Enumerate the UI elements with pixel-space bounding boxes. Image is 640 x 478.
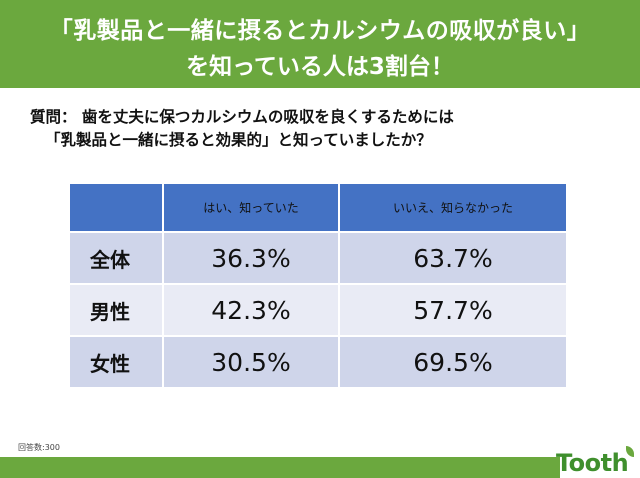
footer-bar xyxy=(0,457,560,478)
title-line-2: を知っている人は3割台！ xyxy=(186,54,454,80)
header-no: いいえ、知らなかった xyxy=(338,182,568,233)
results-table: はい、知っていた いいえ、知らなかった 全体 36.3% 63.7% 男性 42… xyxy=(68,182,568,389)
no-percent: 69.5% xyxy=(338,335,568,389)
table-row-female: 女性 30.5% 69.5% xyxy=(68,335,568,389)
title-line-1: 「乳製品と一緒に摂るとカルシウムの吸収が良い」 xyxy=(49,18,591,44)
leaf-icon xyxy=(626,446,635,457)
title-banner: 「乳製品と一緒に摂るとカルシウムの吸収が良い」 を知っている人は3割台！ xyxy=(0,0,640,88)
table-header-row: はい、知っていた いいえ、知らなかった xyxy=(68,182,568,233)
header-blank xyxy=(68,182,164,233)
respondent-count: 回答数:300 xyxy=(18,443,60,452)
row-label: 女性 xyxy=(68,335,164,389)
question-line-2: 「乳製品と一緒に摂ると効果的」と知っていましたか？ xyxy=(45,131,432,149)
brand-logo: Tooth xyxy=(556,446,636,478)
yes-percent: 42.3% xyxy=(162,283,340,337)
question-label: 質問： xyxy=(30,108,77,126)
table-row-all: 全体 36.3% 63.7% xyxy=(68,231,568,285)
yes-percent: 36.3% xyxy=(162,231,340,285)
logo-text: Tooth xyxy=(556,449,629,477)
table-row-male: 男性 42.3% 57.7% xyxy=(68,283,568,337)
yes-percent: 30.5% xyxy=(162,335,340,389)
question-text: 質問： 歯を丈夫に保つカルシウムの吸収を良くするためには 「乳製品と一緒に摂ると… xyxy=(30,106,630,152)
header-yes: はい、知っていた xyxy=(162,182,340,233)
question-line-1: 歯を丈夫に保つカルシウムの吸収を良くするためには xyxy=(81,108,454,126)
row-label: 男性 xyxy=(68,283,164,337)
no-percent: 63.7% xyxy=(338,231,568,285)
no-percent: 57.7% xyxy=(338,283,568,337)
row-label: 全体 xyxy=(68,231,164,285)
